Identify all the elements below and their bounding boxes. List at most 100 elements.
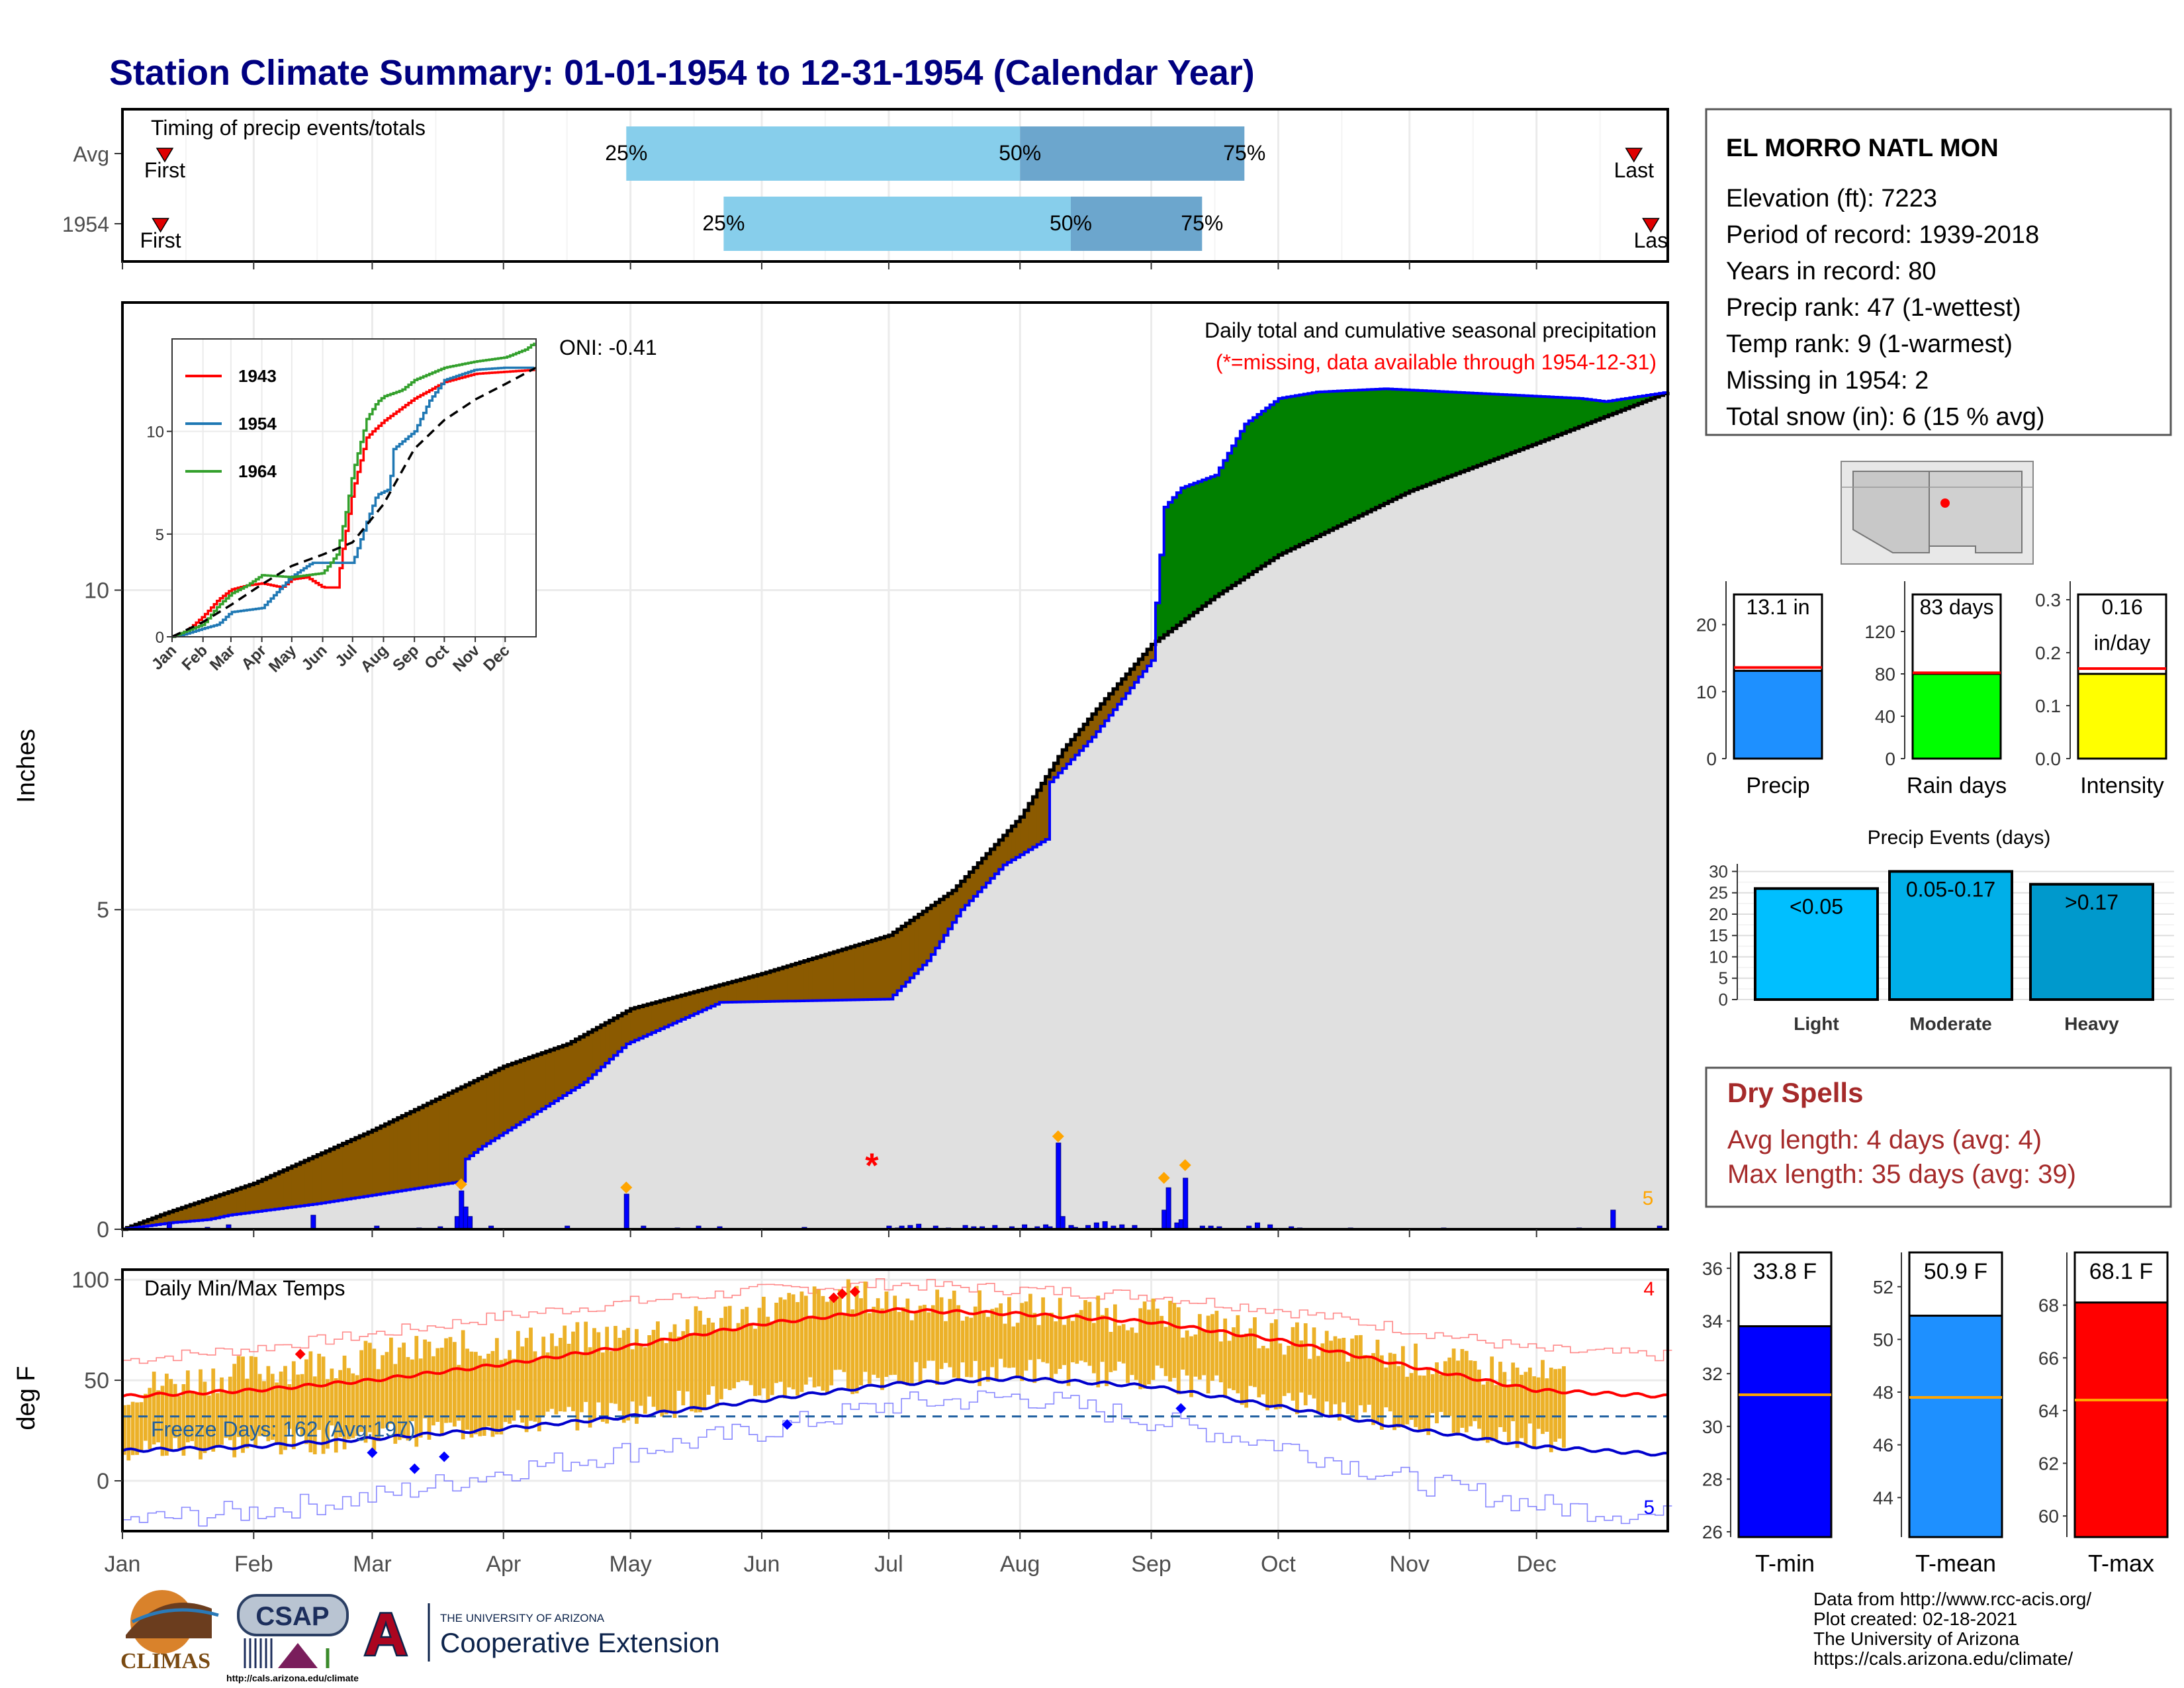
below-normal-fill bbox=[872, 940, 877, 1000]
daily-temp-bar bbox=[1054, 1321, 1058, 1374]
above-normal-fill bbox=[1481, 393, 1486, 464]
daily-temp-bar bbox=[681, 1331, 686, 1406]
daily-temp-bar bbox=[1269, 1323, 1274, 1406]
below-normal-fill bbox=[1003, 835, 1008, 865]
y-tick-label: 64 bbox=[2038, 1401, 2059, 1421]
above-normal-fill bbox=[1363, 389, 1368, 514]
arizona-shape bbox=[1852, 471, 1930, 553]
daily-temp-bar bbox=[321, 1356, 326, 1454]
below-normal-fill bbox=[397, 1117, 402, 1192]
daily-temp-bar bbox=[406, 1357, 410, 1441]
below-normal-fill bbox=[550, 1050, 555, 1104]
below-normal-fill bbox=[702, 989, 707, 1010]
below-normal-fill bbox=[283, 1170, 289, 1208]
daily-temp-bar bbox=[1359, 1335, 1363, 1405]
daily-temp-bar bbox=[1371, 1353, 1375, 1425]
below-normal-fill bbox=[621, 1013, 627, 1048]
daily-temp-bar bbox=[1329, 1340, 1333, 1416]
daily-temp-bar bbox=[533, 1351, 537, 1422]
below-normal-fill bbox=[1024, 810, 1029, 853]
daily-temp-bar bbox=[723, 1306, 728, 1389]
below-normal-fill bbox=[199, 1201, 204, 1221]
below-normal-fill bbox=[719, 984, 725, 1003]
below-normal-fill bbox=[338, 1145, 343, 1201]
daily-temp-bar bbox=[512, 1358, 516, 1421]
temperature-panel bbox=[114, 1268, 1672, 1539]
daily-temp-bar bbox=[614, 1326, 617, 1404]
below-normal-fill bbox=[228, 1192, 233, 1215]
below-normal-fill bbox=[867, 941, 872, 1000]
below-normal-fill bbox=[600, 1025, 606, 1067]
below-normal-fill bbox=[1130, 669, 1135, 688]
daily-temp-bar bbox=[194, 1393, 199, 1449]
y-tick-label: 46 bbox=[1873, 1435, 1893, 1456]
panel-name: T-min bbox=[1755, 1550, 1815, 1577]
above-normal-fill bbox=[1185, 486, 1190, 619]
above-normal-fill bbox=[1172, 497, 1177, 629]
below-normal-fill bbox=[457, 1089, 462, 1182]
daily-temp-bar bbox=[262, 1381, 266, 1436]
below-normal-fill bbox=[567, 1044, 572, 1094]
daily-temp-bar bbox=[749, 1323, 753, 1385]
daily-temp-bar bbox=[1240, 1335, 1244, 1405]
station-info-line: Elevation (ft): 7223 bbox=[1726, 185, 1937, 212]
daily-temp-bar bbox=[990, 1309, 995, 1368]
temp-summary-t-min bbox=[1727, 1251, 1833, 1538]
daily-temp-bar bbox=[803, 1295, 808, 1385]
daily-temp-bar bbox=[308, 1351, 313, 1452]
below-normal-fill bbox=[190, 1204, 195, 1221]
daily-temp-bar bbox=[592, 1328, 596, 1421]
last-event-label: Las bbox=[1634, 228, 1668, 252]
first-event-marker bbox=[152, 218, 169, 233]
daily-temp-bar bbox=[1041, 1297, 1045, 1362]
daily-temp-bar bbox=[537, 1357, 541, 1432]
daily-temp-bar bbox=[1473, 1360, 1477, 1421]
dry-spells-max: Max length: 35 days (avg: 39) bbox=[1727, 1160, 2076, 1189]
y-tick-label: 5 bbox=[97, 898, 109, 923]
daily-temp-bar bbox=[312, 1376, 317, 1454]
events-category-label: Light bbox=[1794, 1013, 1839, 1034]
y-tick-label: 68 bbox=[2038, 1295, 2059, 1316]
above-normal-fill bbox=[1202, 479, 1207, 606]
below-normal-fill bbox=[342, 1143, 347, 1200]
daily-temp-bar bbox=[1036, 1325, 1041, 1360]
daily-temp-bar bbox=[850, 1309, 855, 1395]
above-normal-fill bbox=[1511, 395, 1516, 453]
above-normal-fill bbox=[1214, 475, 1220, 597]
above-normal-fill bbox=[1342, 391, 1347, 524]
below-normal-fill bbox=[152, 1218, 157, 1225]
daily-temp-bar bbox=[1024, 1301, 1028, 1371]
daily-temp-bar bbox=[626, 1327, 631, 1421]
y-tick-label: 0 bbox=[97, 1469, 109, 1494]
below-normal-fill bbox=[1091, 714, 1097, 737]
daily-temp-bar bbox=[1308, 1358, 1312, 1395]
daily-temp-bar bbox=[1100, 1315, 1105, 1362]
below-normal-fill bbox=[253, 1183, 259, 1212]
daily-temp-bar bbox=[473, 1352, 478, 1434]
above-normal-fill bbox=[1257, 414, 1262, 569]
station-box-frame bbox=[1705, 108, 2172, 436]
inset-series-line bbox=[172, 342, 535, 638]
below-normal-fill bbox=[160, 1215, 165, 1225]
daily-temp-bar bbox=[715, 1331, 719, 1407]
below-normal-fill bbox=[782, 967, 788, 1002]
events-bar bbox=[1888, 870, 2013, 1002]
daily-temp-bar bbox=[647, 1335, 652, 1397]
daily-temp-bar bbox=[381, 1355, 385, 1429]
daily-temp-bar bbox=[1342, 1337, 1346, 1403]
daily-temp-bar bbox=[1236, 1315, 1240, 1393]
y-tick-label: 34 bbox=[1702, 1311, 1723, 1332]
daily-temp-bar bbox=[639, 1344, 643, 1406]
above-normal-fill bbox=[1612, 400, 1617, 414]
below-normal-fill bbox=[999, 839, 1004, 870]
below-normal-fill bbox=[609, 1020, 614, 1060]
daily-temp-bar bbox=[833, 1299, 838, 1370]
above-normal-fill bbox=[1545, 397, 1550, 440]
normal-cumulative-line bbox=[122, 392, 1670, 1231]
below-normal-fill bbox=[368, 1132, 373, 1196]
daily-precip-bar bbox=[623, 1194, 629, 1230]
daily-temp-bar bbox=[761, 1296, 766, 1389]
daily-temp-bar bbox=[1494, 1385, 1498, 1440]
below-normal-fill bbox=[194, 1203, 199, 1221]
daily-temp-bar bbox=[978, 1290, 982, 1386]
